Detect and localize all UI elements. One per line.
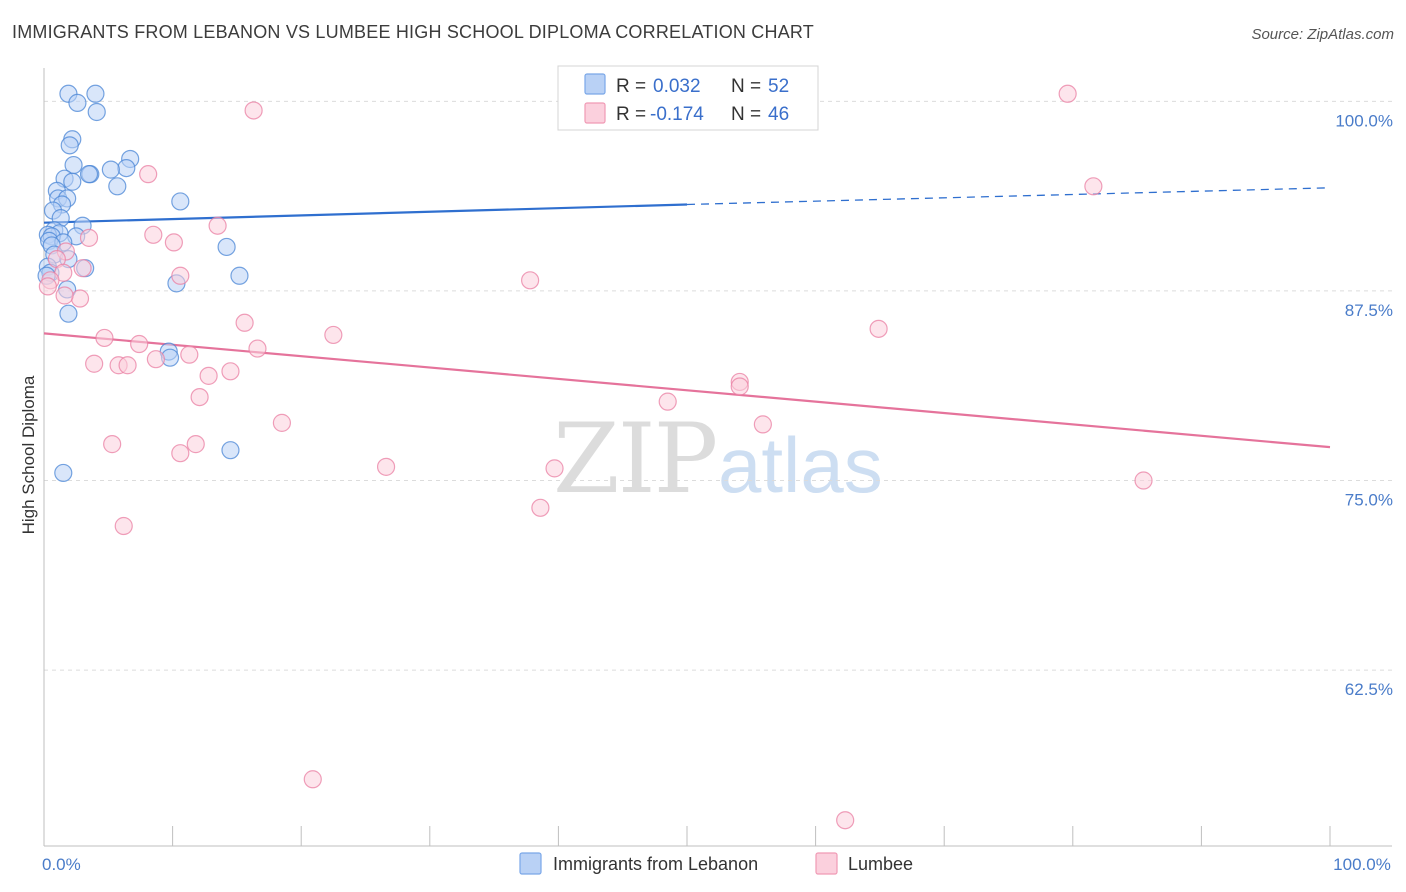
point-lumbee xyxy=(199,366,218,385)
point-lumbee xyxy=(114,516,133,536)
point-lumbee xyxy=(38,277,57,296)
y-tick-label: 75.0% xyxy=(1345,491,1393,510)
legend-r-value-lumbee: -0.174 xyxy=(650,104,704,125)
y-tick-label: 87.5% xyxy=(1345,301,1393,320)
point-lebanon xyxy=(171,192,190,211)
point-lumbee xyxy=(70,289,90,308)
point-lumbee xyxy=(753,415,772,434)
trend-line-lebanon xyxy=(43,203,688,224)
y-axis-label: High School Diploma xyxy=(19,375,38,534)
point-lumbee xyxy=(658,392,677,411)
legend-n-value-lumbee: 46 xyxy=(768,104,789,125)
point-lumbee xyxy=(376,457,396,476)
legend-swatch-lebanon xyxy=(584,73,606,95)
point-lumbee xyxy=(208,216,227,235)
point-lumbee xyxy=(248,339,267,358)
point-lumbee xyxy=(190,387,209,407)
bottom-legend: Immigrants from Lebanon Lumbee xyxy=(519,852,913,875)
point-lumbee xyxy=(836,811,855,830)
legend-n-label-lumbee: N = xyxy=(731,104,761,125)
chart-source: Source: ZipAtlas.com xyxy=(1251,26,1394,43)
legend-r-label-lebanon: R = xyxy=(616,76,646,97)
point-lebanon xyxy=(54,463,73,483)
point-lebanon xyxy=(68,93,87,112)
point-lumbee xyxy=(221,362,240,381)
y-tick-label: 62.5% xyxy=(1345,680,1393,699)
point-lumbee xyxy=(85,354,104,373)
point-lumbee xyxy=(73,259,92,278)
trend-line-lebanon-extension xyxy=(686,187,1331,206)
point-lumbee xyxy=(521,271,540,290)
point-lebanon xyxy=(60,136,79,155)
legend-n-value-lebanon: 52 xyxy=(768,76,789,97)
watermark: ZIP atlas xyxy=(553,403,883,515)
point-lebanon xyxy=(108,177,127,196)
point-lumbee xyxy=(139,165,158,184)
bottom-legend-label-lebanon: Immigrants from Lebanon xyxy=(553,854,758,874)
point-lumbee xyxy=(244,101,263,120)
point-lumbee xyxy=(1084,177,1103,196)
point-lebanon xyxy=(230,266,249,285)
axes xyxy=(43,68,1392,847)
point-lebanon xyxy=(221,441,240,460)
point-lumbee xyxy=(545,459,564,478)
x-tick-label: 0.0% xyxy=(42,855,81,874)
point-lebanon xyxy=(101,160,120,179)
gridlines xyxy=(44,100,1392,671)
watermark-zip: ZIP xyxy=(553,403,716,515)
bottom-legend-swatch-lebanon xyxy=(519,852,542,875)
point-lumbee xyxy=(118,356,137,375)
legend-r-label-lumbee: R = xyxy=(616,104,646,125)
point-lumbee xyxy=(303,770,322,789)
point-lumbee xyxy=(79,228,99,247)
point-lumbee xyxy=(55,286,74,305)
tick-labels: 100.0% 87.5% 75.0% 62.5% 0.0% 100.0% xyxy=(42,111,1393,874)
point-lumbee xyxy=(272,413,292,432)
x-tick-label: 100.0% xyxy=(1333,855,1391,874)
point-lumbee xyxy=(730,377,749,396)
point-lumbee xyxy=(146,350,165,369)
point-lebanon xyxy=(117,158,136,178)
chart-title: IMMIGRANTS FROM LEBANON VS LUMBEE HIGH S… xyxy=(12,22,814,42)
bottom-legend-label-lumbee: Lumbee xyxy=(848,854,913,874)
watermark-atlas: atlas xyxy=(718,421,883,509)
point-lebanon xyxy=(87,102,106,122)
point-lumbee xyxy=(324,325,343,345)
bottom-legend-swatch-lumbee xyxy=(815,852,838,875)
y-tick-label: 100.0% xyxy=(1335,111,1393,130)
legend-box: R = 0.032 N = 52 R = -0.174 N = 46 xyxy=(557,65,819,131)
point-lumbee xyxy=(235,313,254,332)
legend-swatch-lumbee xyxy=(584,102,606,124)
data-points xyxy=(37,84,1153,830)
point-lebanon xyxy=(86,84,105,103)
point-lumbee xyxy=(103,435,122,454)
point-lumbee xyxy=(95,328,114,348)
point-lumbee xyxy=(1058,84,1077,103)
point-lumbee xyxy=(186,435,205,454)
point-lebanon xyxy=(59,304,78,323)
point-lebanon xyxy=(79,165,99,184)
point-lebanon xyxy=(217,237,236,257)
point-lumbee xyxy=(869,319,888,338)
point-lumbee xyxy=(1134,471,1153,490)
point-lumbee xyxy=(180,345,199,364)
point-lumbee xyxy=(171,266,190,285)
legend-r-value-lebanon: 0.032 xyxy=(653,76,701,97)
point-lebanon xyxy=(63,172,82,191)
point-lumbee xyxy=(531,498,550,517)
point-lumbee xyxy=(171,444,190,463)
point-lumbee xyxy=(144,225,163,244)
point-lumbee xyxy=(130,334,149,354)
legend-n-label-lebanon: N = xyxy=(731,76,761,97)
point-lumbee xyxy=(164,233,183,252)
